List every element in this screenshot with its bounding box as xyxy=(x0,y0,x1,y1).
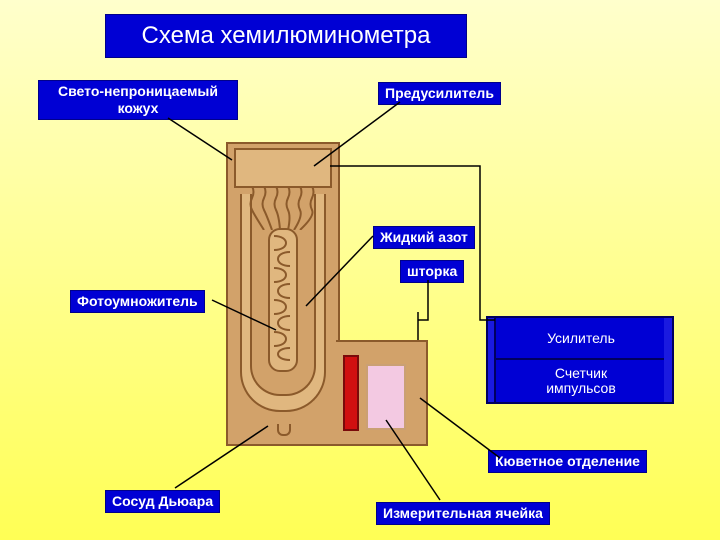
measuring-cell xyxy=(366,364,406,430)
preamp-wires-icon xyxy=(244,186,320,230)
dewar-tip xyxy=(277,424,291,436)
shutter xyxy=(343,355,359,431)
label-preamp: Предусилитель xyxy=(378,82,501,105)
label-shutter: шторка xyxy=(400,260,464,283)
label-cell: Измерительная ячейка xyxy=(376,502,550,525)
counter-box: Счетчик импульсов xyxy=(494,358,668,404)
electronics-side-right xyxy=(664,316,674,404)
label-pmt: Фотоумножитель xyxy=(70,290,205,313)
label-housing: Свето-непроницаемый кожух xyxy=(38,80,238,120)
label-nitrogen: Жидкий азот xyxy=(373,226,475,249)
diagram-title: Схема хемилюминометра xyxy=(105,14,467,58)
pmt-dynodes-icon xyxy=(270,232,294,364)
label-cuvette-compartment: Кюветное отделение xyxy=(488,450,647,473)
amplifier-box: Усилитель xyxy=(494,316,668,360)
preamplifier-block xyxy=(234,148,332,188)
label-dewar: Сосуд Дьюара xyxy=(105,490,220,513)
